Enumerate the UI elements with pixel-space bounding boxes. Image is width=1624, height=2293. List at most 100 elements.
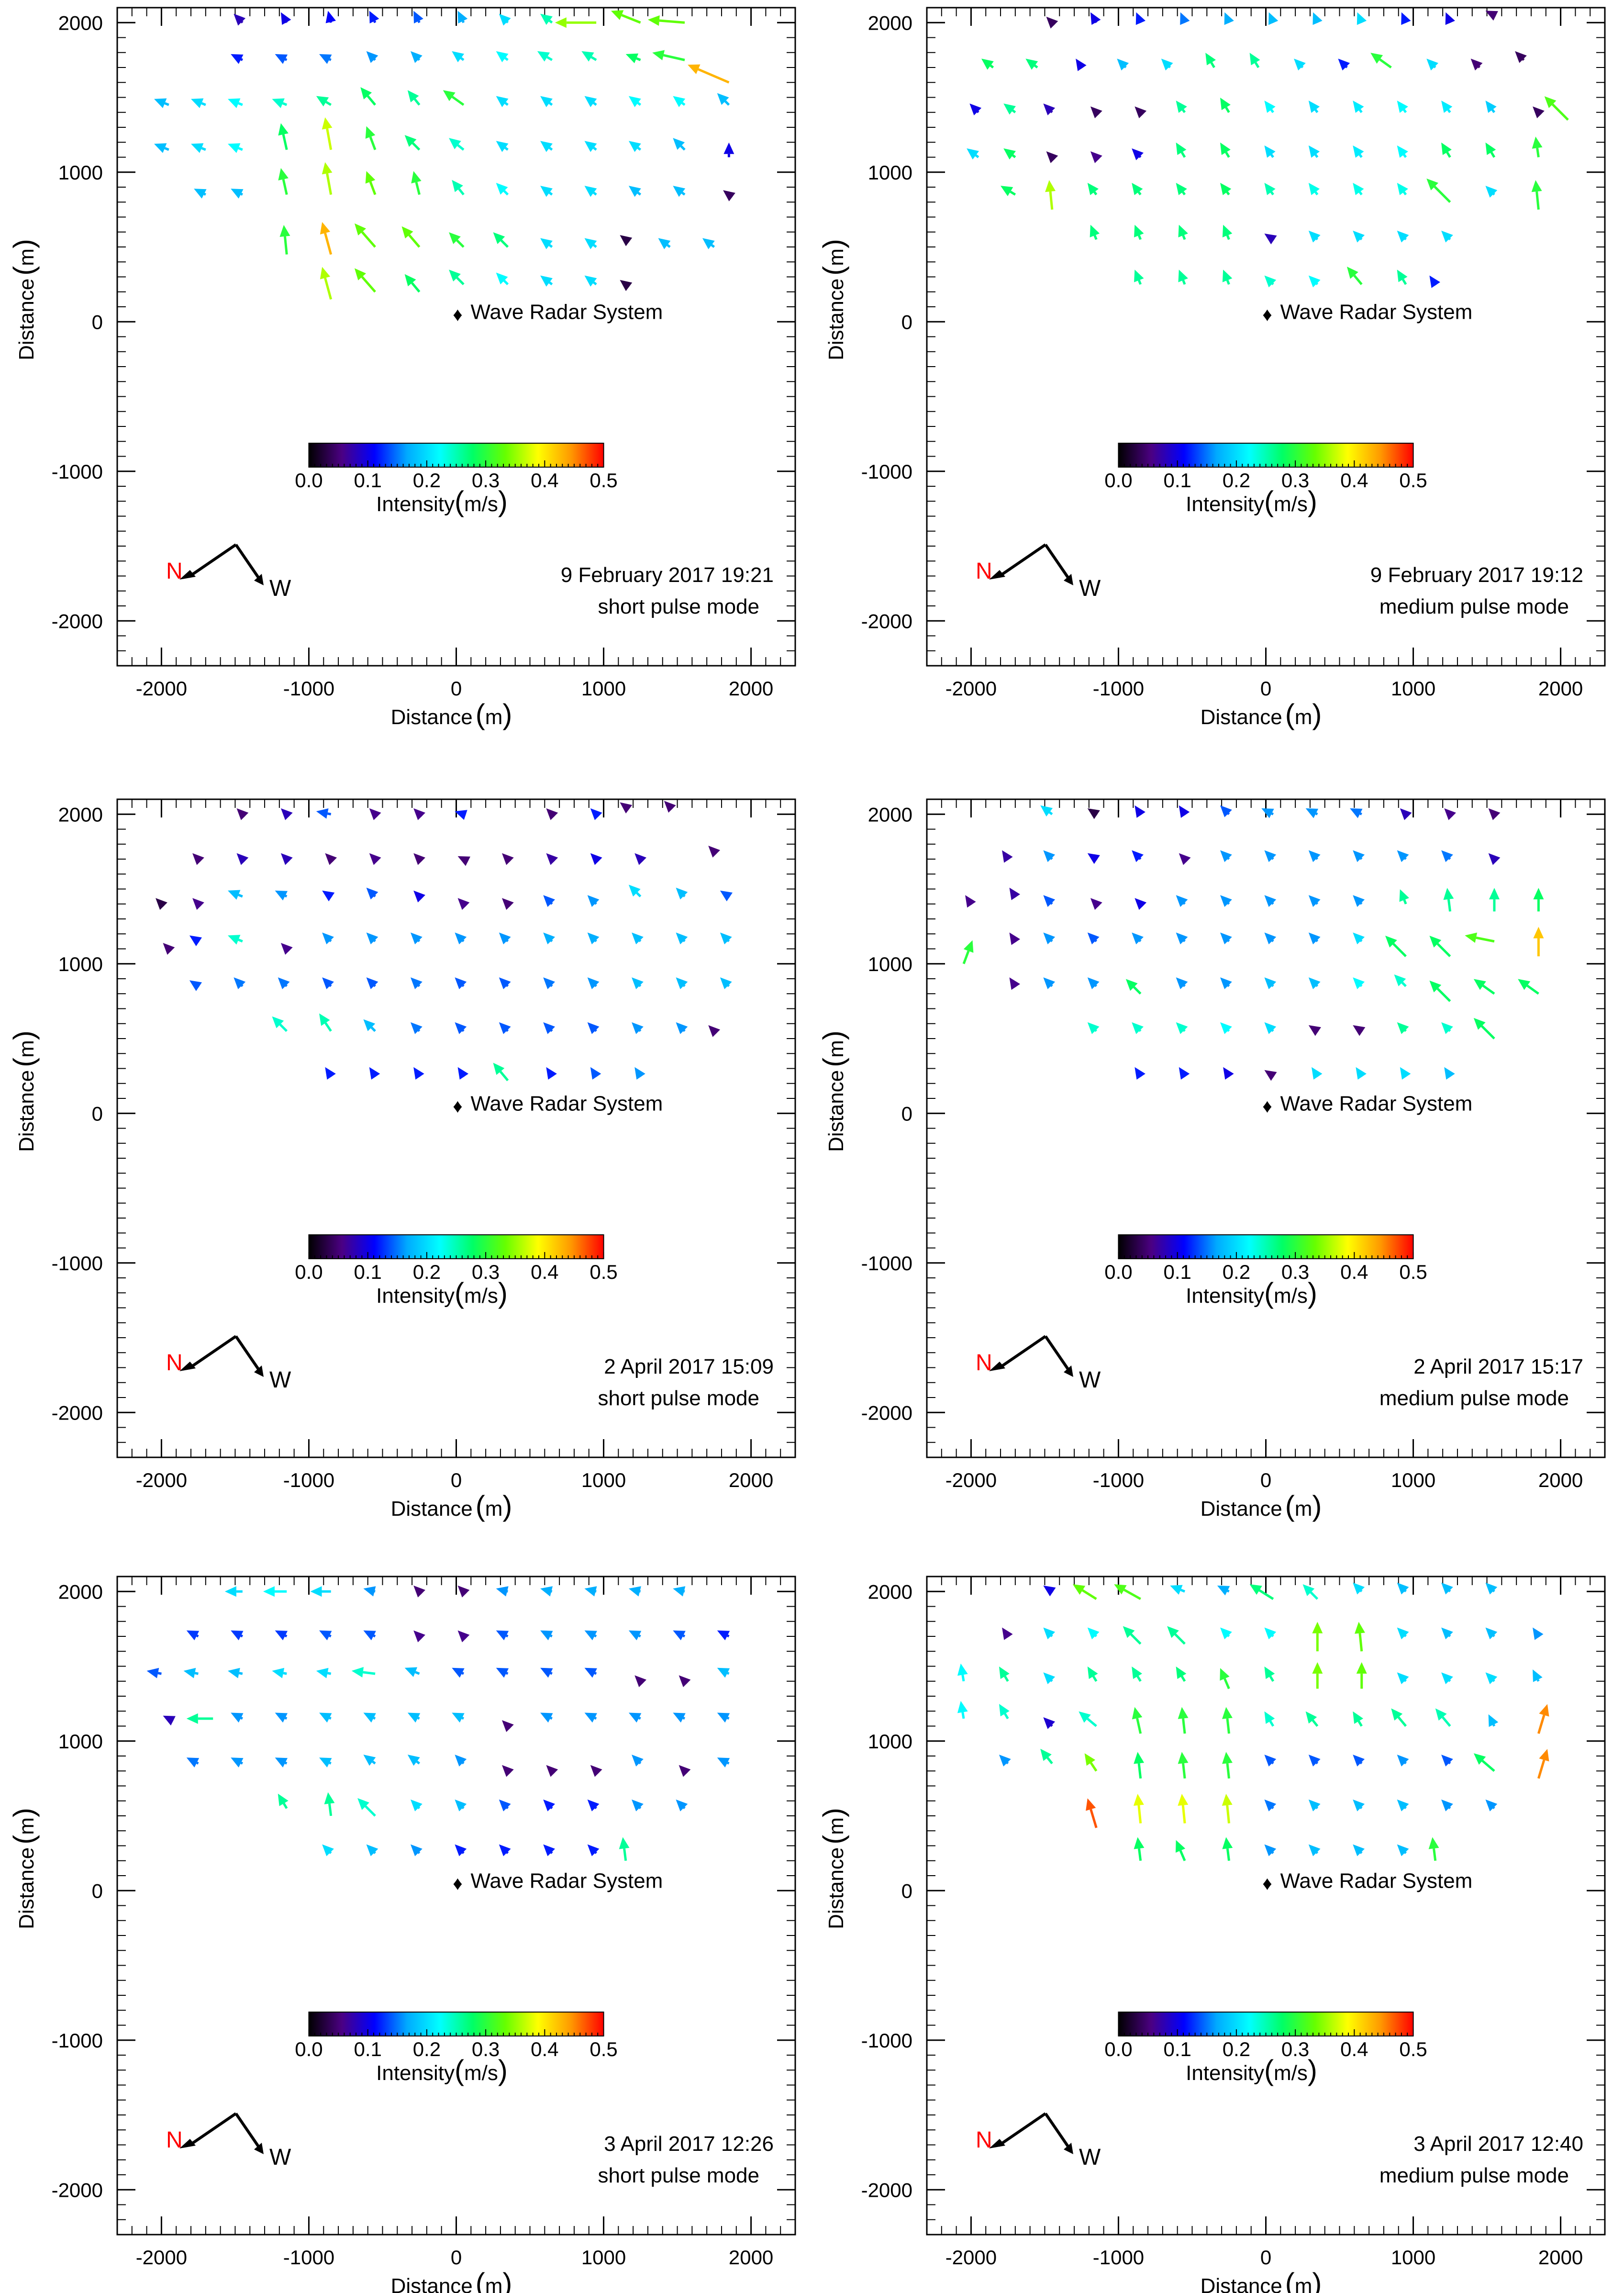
current-vector — [236, 808, 249, 820]
vector-head — [1445, 12, 1455, 25]
current-vector — [1441, 1672, 1453, 1685]
colorbar — [308, 1234, 604, 1259]
vector-head — [1043, 977, 1056, 989]
current-vector — [1426, 178, 1451, 203]
current-vector — [275, 890, 288, 901]
current-vector — [1002, 1627, 1013, 1640]
vector-shaft — [329, 1717, 332, 1720]
vector-shaft — [1316, 940, 1319, 942]
vector-head — [1353, 1799, 1365, 1812]
y-axis-label: Distance(m) — [8, 239, 40, 360]
vector-shaft — [1012, 109, 1016, 113]
current-vector — [584, 1667, 597, 1678]
vector-shaft — [711, 244, 715, 248]
current-vector — [1046, 151, 1058, 163]
current-vector — [1533, 888, 1544, 912]
current-vector — [1043, 1585, 1056, 1597]
vector-head — [1397, 269, 1408, 282]
chart-panel-5: -2000 -1000 0 1000 2000200010000-1000-2000Di… — [8, 1576, 796, 2293]
vector-head — [1397, 1844, 1409, 1857]
current-vector — [319, 1013, 332, 1032]
vector-shaft — [637, 191, 642, 196]
radar-label: Wave Radar System — [471, 1092, 663, 1115]
vector-head — [1176, 932, 1188, 945]
current-vector — [1397, 1844, 1409, 1857]
vector-shaft — [327, 1672, 332, 1675]
vector-head — [275, 1757, 288, 1767]
vector-head — [1217, 1585, 1230, 1596]
current-vector — [1135, 898, 1147, 910]
current-vector — [587, 977, 600, 989]
x-tick-label: 0 — [1260, 1469, 1271, 1491]
vector-head — [1043, 1717, 1056, 1729]
colorbar-tick-label: 0.5 — [1399, 1261, 1427, 1283]
vector-shaft — [1227, 812, 1230, 816]
vector-head — [1175, 1840, 1186, 1853]
current-vector — [316, 96, 332, 107]
current-vector — [1346, 267, 1363, 285]
current-vector — [1441, 1022, 1453, 1034]
current-vector — [652, 50, 685, 61]
vector-shaft — [1448, 1762, 1451, 1765]
vector-head — [1370, 53, 1383, 64]
vector-head — [1179, 1067, 1190, 1080]
current-vector — [673, 1630, 686, 1641]
vector-head — [1473, 979, 1486, 990]
compass-north-label: N — [166, 1350, 183, 1376]
compass-west-head — [1064, 1365, 1073, 1377]
compass-west-label: W — [269, 576, 291, 601]
vector-head — [1264, 234, 1277, 245]
vector-head — [1167, 1626, 1179, 1638]
current-vector — [496, 182, 509, 196]
vector-shaft — [1447, 109, 1451, 113]
vector-head — [449, 232, 461, 244]
vector-head — [455, 932, 467, 945]
vector-head — [228, 890, 241, 900]
current-vector — [673, 96, 686, 107]
y-axis-unit: m — [824, 248, 848, 266]
current-vector — [1397, 182, 1408, 196]
vector-head — [673, 1630, 686, 1641]
vector-shaft — [1360, 238, 1363, 241]
vector-shaft — [1316, 984, 1319, 987]
current-vector — [320, 222, 333, 255]
vector-head — [192, 853, 204, 865]
current-vector — [587, 895, 600, 907]
current-vector — [717, 1630, 730, 1641]
vector-head — [1353, 1844, 1365, 1857]
vector-head — [546, 808, 558, 820]
vector-field — [962, 805, 1544, 1081]
current-vector — [1132, 850, 1144, 862]
x-axis-unit: m — [485, 2274, 503, 2293]
vector-shaft — [1490, 151, 1496, 158]
current-vector — [1426, 58, 1439, 71]
x-tick-label: 1000 — [581, 677, 626, 700]
vector-shaft — [1049, 191, 1054, 210]
current-vector — [999, 1755, 1011, 1767]
current-vector — [720, 977, 732, 989]
compass-north-shaft — [188, 1335, 237, 1370]
current-vector — [546, 1067, 557, 1080]
colorbar-tick-label: 0.0 — [1104, 1261, 1132, 1283]
vector-head — [189, 980, 202, 991]
vector-head — [316, 1667, 329, 1678]
x-axis-paren: ) — [1312, 2267, 1322, 2293]
vector-shaft — [1434, 186, 1451, 203]
vector-head — [708, 846, 721, 858]
current-vector — [228, 98, 243, 108]
vector-head — [1264, 1755, 1277, 1767]
current-vector — [325, 853, 337, 865]
current-vector — [634, 1675, 646, 1688]
vector-shaft — [594, 940, 597, 942]
colorbar — [1118, 1234, 1414, 1259]
vector-head — [369, 853, 381, 865]
vector-shaft — [1358, 191, 1363, 196]
current-vector — [1444, 1067, 1455, 1080]
vector-shaft — [1360, 940, 1363, 942]
current-vector — [499, 1844, 511, 1857]
vector-shaft — [283, 1672, 287, 1675]
current-vector — [192, 853, 204, 865]
vector-shaft — [240, 1761, 243, 1765]
current-vector — [1264, 275, 1277, 288]
vector-head — [1400, 808, 1412, 820]
